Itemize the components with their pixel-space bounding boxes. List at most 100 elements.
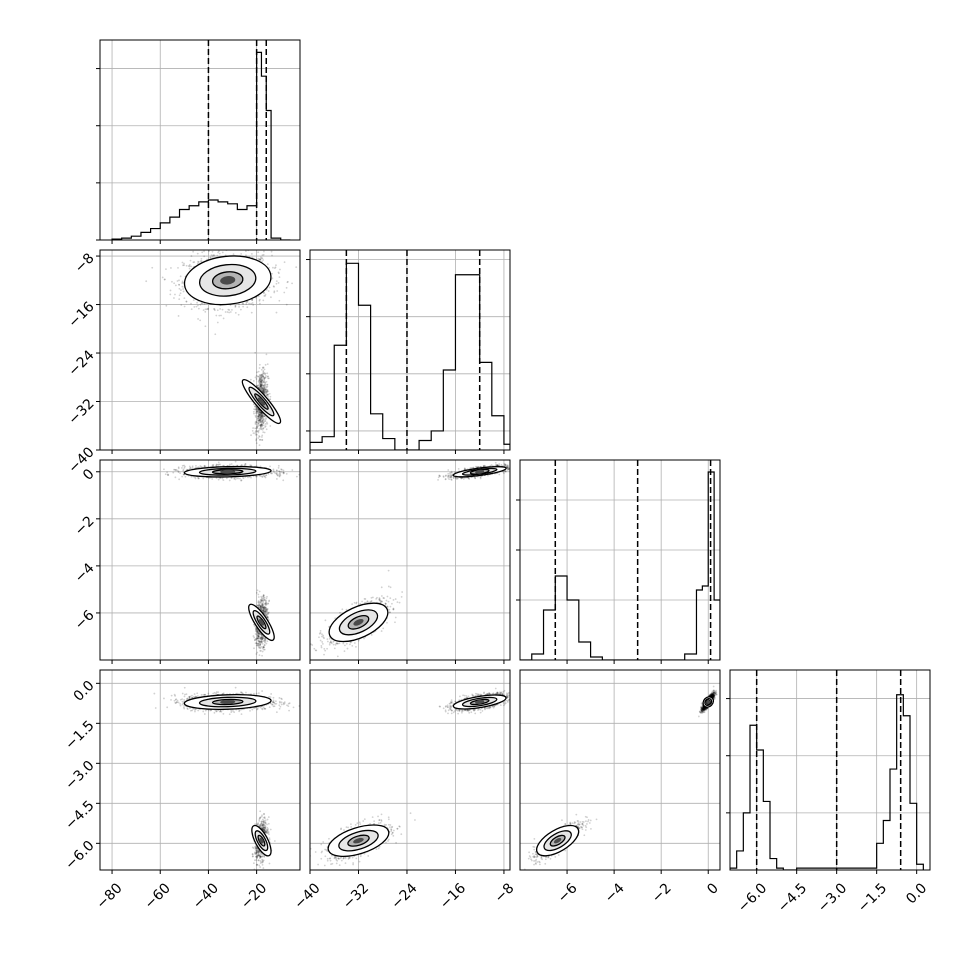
sample-point [276,474,279,476]
sample-point [174,293,176,296]
sample-point [197,477,200,480]
sample-point [260,380,263,383]
sample-point [258,410,261,413]
sample-point [262,609,265,612]
sample-point [217,236,219,238]
sample-point [173,468,175,471]
sample-point [275,472,278,474]
sample-point [267,375,269,378]
sample-point [222,248,224,250]
sample-point [257,632,260,635]
sample-point [180,304,183,306]
sample-point [161,276,164,279]
sample-point [259,411,261,414]
sample-point [262,608,264,611]
sample-point [260,640,262,643]
sample-point [263,610,266,613]
sample-point [257,425,259,428]
sample-point [266,640,269,643]
sample-point [241,464,243,467]
sample-point [275,282,278,285]
sample-point [256,632,259,634]
sample-point [254,627,257,630]
sample-point [259,386,262,388]
sample-point [260,412,263,414]
sample-point [256,410,259,412]
sample-point [234,460,237,463]
sample-point [182,469,185,472]
sample-point [266,263,269,266]
sample-point [260,421,263,424]
sample-point [291,469,294,471]
sample-point [263,383,266,386]
sample-point [257,422,260,424]
sample-point [252,623,255,626]
sample-point [234,304,237,307]
sample-point [263,250,265,253]
sample-point [259,605,262,608]
sample-point [258,367,261,369]
sample-point [267,377,269,380]
sample-point [199,303,202,306]
sample-point [239,477,241,480]
sample-point [217,245,219,247]
sample-point [189,466,192,469]
sample-point [257,601,260,604]
sample-point [258,637,261,640]
sample-point [259,381,262,384]
sample-point [264,600,267,603]
sample-point [263,392,266,394]
sample-point [257,640,260,642]
sample-point [259,416,262,419]
sample-point [254,430,257,433]
sample-point [262,648,265,651]
sample-point [503,462,506,465]
sample-point [260,376,263,379]
sample-point [282,479,285,482]
sample-point [234,247,236,249]
sample-point [258,640,261,642]
sample-point [295,266,298,269]
sample-point [260,603,263,605]
sample-point [258,379,261,382]
sample-point [184,475,187,478]
sample-point [233,477,236,479]
sample-point [262,474,265,477]
sample-point [259,387,261,390]
sample-point [261,384,264,387]
sample-point [257,415,260,418]
sample-point [451,471,453,474]
sample-point [258,418,261,421]
sample-point [171,280,173,283]
sample-point [295,475,298,478]
sample-point [260,413,263,416]
sample-point [262,610,265,613]
sample-point [278,475,281,478]
sample-point [266,615,269,618]
sample-point [477,465,480,468]
sample-point [256,604,259,607]
sample-point [265,392,267,395]
sample-point [260,415,263,417]
sample-point [257,643,259,645]
sample-point [257,637,259,640]
sample-point [261,423,263,426]
sample-point [261,379,264,382]
sample-point [258,633,261,636]
sample-point [262,388,265,391]
sample-point [285,303,288,306]
sample-point [256,409,259,412]
sample-point [261,419,263,422]
sample-point [254,414,257,417]
sample-point [265,597,268,600]
sample-point [262,381,265,383]
sample-point [261,386,264,389]
sample-point [260,388,263,391]
sample-point [449,476,452,479]
sample-point [263,644,266,646]
sample-point [258,634,260,637]
sample-point [259,424,262,427]
sample-point [261,387,263,390]
sample-point [262,640,265,642]
sample-point [166,473,169,476]
